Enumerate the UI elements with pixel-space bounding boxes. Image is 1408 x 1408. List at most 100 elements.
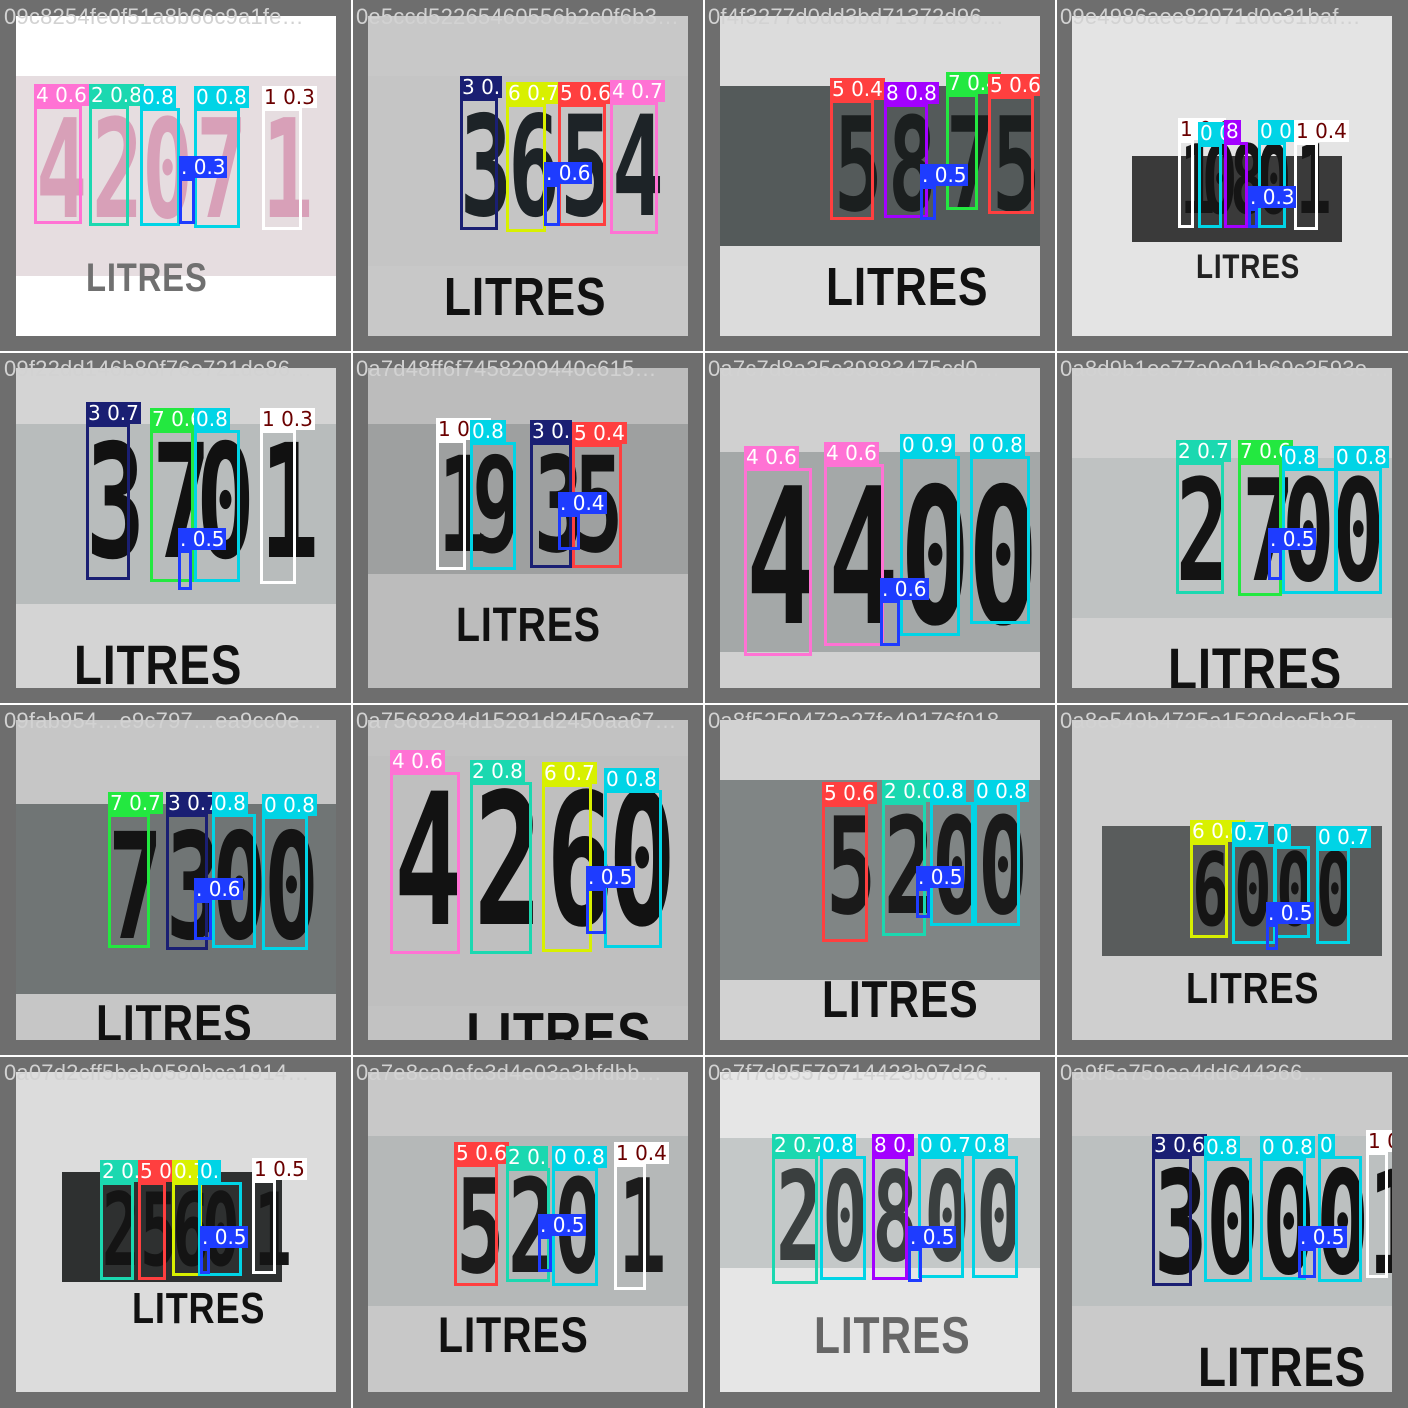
litres-caption: LITRES	[132, 1284, 266, 1333]
detection-box	[1274, 846, 1310, 938]
meter-photo: 30001LITRES3 0.60.80 0.801 0.5. 0.5	[1072, 1072, 1392, 1392]
detection-box	[1224, 142, 1248, 228]
detection-box	[108, 814, 150, 948]
detection-box	[880, 600, 900, 646]
lcd-digit: 0	[1262, 1140, 1316, 1307]
detection-label: 0.	[198, 1160, 222, 1182]
detection-label: 2 0.	[100, 1160, 143, 1182]
detection-box	[972, 1156, 1018, 1278]
detection-box	[436, 440, 466, 570]
meter-photo: 5201LITRES5 0.62 0.0 0.81 0.4. 0.5	[368, 1072, 688, 1392]
detection-label: . 0.5	[538, 1214, 586, 1236]
lcd-digit: 3	[1154, 1140, 1208, 1307]
detection-label: . 0.5	[1268, 528, 1316, 550]
image-tile: 3 7 0 1 LITRES 3 0.7 7 0.6 0.8 1 0.3 . 0.5 09f22dd…	[0, 352, 352, 704]
detection-label: 0 0.8	[604, 768, 659, 790]
litres-caption: LITRES	[1186, 964, 1320, 1013]
detection-label: . 0.5	[920, 164, 968, 186]
lcd-digit: 1	[262, 91, 314, 250]
detection-box	[946, 94, 978, 210]
image-filename: 0a7c7d8a35c39883475cd0…	[708, 356, 1001, 381]
image-tile: 7300LITRES7 0.73 0.70.80 0.8. 0.609fab95…	[0, 704, 352, 1056]
detection-label: 2 0.8	[89, 84, 144, 106]
meter-photo: 1935LITRES1 0.30.83 0.5 0.4. 0.4	[368, 368, 688, 688]
detection-label: . 0.5	[1266, 902, 1314, 924]
meter-photo: 6 0 0 0 LITRES 6 0.6 0.7 0 0 0.7. 0.5	[1072, 720, 1392, 1040]
meter-photo: 5 8 7 5 LITRES 5 0.4 8 0.8 7 0.4 5 0.6. 0.5	[720, 16, 1040, 336]
detection-label: 4 0.6	[390, 750, 445, 772]
image-filename: 0a7e8ca9afc3d4e03a3bfdbb…	[356, 1060, 662, 1085]
detection-box	[1248, 208, 1258, 228]
detection-box	[454, 1164, 498, 1286]
image-filename: 0a9f5a759ea4dd644366…	[1060, 1060, 1325, 1085]
lcd-digit: 3	[86, 411, 145, 595]
detection-label: 0.8	[140, 86, 176, 108]
lcd-digit: 0	[976, 1146, 1023, 1290]
lcd-digit: 1	[254, 1171, 292, 1289]
lcd-display-panel	[1072, 1136, 1392, 1306]
detection-label: . 0.6	[880, 578, 929, 600]
lcd-digit: 0	[264, 802, 319, 973]
detection-label: 0 0.8	[552, 1146, 607, 1168]
detection-box	[824, 464, 884, 646]
detection-box	[614, 1164, 646, 1290]
detection-box	[974, 802, 1020, 926]
detection-label: 0.8	[820, 1134, 856, 1156]
detection-label: 0.8	[972, 1134, 1008, 1156]
detection-label: . 0.3	[179, 156, 227, 178]
detection-label: 5 0.6	[988, 74, 1040, 96]
lcd-digit: 4	[394, 755, 463, 968]
image-filename: 0a7568284d15281d2450aa67…	[356, 708, 677, 733]
detection-label: 6 0.6	[1190, 820, 1245, 842]
detection-box	[1204, 1158, 1252, 1282]
detection-label: 0.8	[470, 420, 506, 442]
detection-label: 0.8	[194, 408, 230, 430]
detection-label: 7 0.7	[108, 792, 163, 814]
image-filename: 09fab954…e9c797…ea9cc0e…	[4, 708, 322, 733]
image-filename: 0f4f3277d0dd3bd71372d96…	[708, 4, 1004, 29]
detection-label: 4 0.6	[824, 442, 879, 464]
detection-box	[930, 802, 974, 926]
detection-box	[918, 1156, 964, 1278]
lcd-digit: 7	[108, 802, 163, 973]
detection-label: 0 0.9	[900, 434, 955, 456]
detection-box	[506, 104, 546, 232]
detection-label: 8 0.8	[884, 82, 939, 104]
detection-box	[1294, 142, 1318, 230]
litres-caption: LITRES	[822, 971, 979, 1029]
lcd-digit: 0	[608, 755, 677, 968]
detection-box	[544, 184, 560, 226]
detection-box	[820, 1156, 866, 1280]
litres-caption: LITRES	[1198, 1335, 1367, 1392]
detection-box	[179, 178, 195, 224]
detection-box	[772, 1156, 818, 1284]
lcd-digit: 0	[822, 1146, 869, 1290]
lcd-digit: 0	[1332, 450, 1385, 614]
detection-label: 2 0.7	[772, 1134, 827, 1156]
image-tile: 6 0 0 0 LITRES 6 0.6 0.7 0 0 0.7. 0.5 0a8e549b472…	[1056, 704, 1408, 1056]
detection-box	[908, 1248, 922, 1282]
lcd-digit: 4	[828, 448, 899, 668]
detection-box	[1152, 1156, 1192, 1286]
detection-label: 7 0.4	[946, 72, 1001, 94]
detection-label: 1 0.5	[252, 1158, 307, 1180]
image-tile: 4 2 6 0 LITRES 4 0.6 2 0.8 6 0.7 0 0.8. 0.5 0a756…	[352, 704, 704, 1056]
detection-box	[150, 430, 194, 582]
detection-label: 0.8	[1204, 1136, 1240, 1158]
detection-label: 2 0.0	[882, 780, 937, 802]
detection-label: . 0.3	[1248, 186, 1296, 208]
detection-box	[262, 816, 308, 950]
image-filename: 0a8e549b4725a1520dec5b25…	[1060, 708, 1380, 733]
detection-box	[194, 900, 212, 940]
detection-box	[542, 784, 592, 952]
litres-caption: LITRES	[74, 633, 243, 688]
image-tile: 5201LITRES5 0.62 0.0 0.81 0.4. 0.50a7e8c…	[352, 1056, 704, 1408]
detection-box	[260, 430, 296, 584]
detection-box	[200, 1248, 210, 1274]
detection-box	[1298, 1248, 1316, 1278]
detection-box	[89, 106, 129, 226]
detection-box	[86, 424, 130, 580]
lcd-display-panel	[16, 804, 336, 994]
